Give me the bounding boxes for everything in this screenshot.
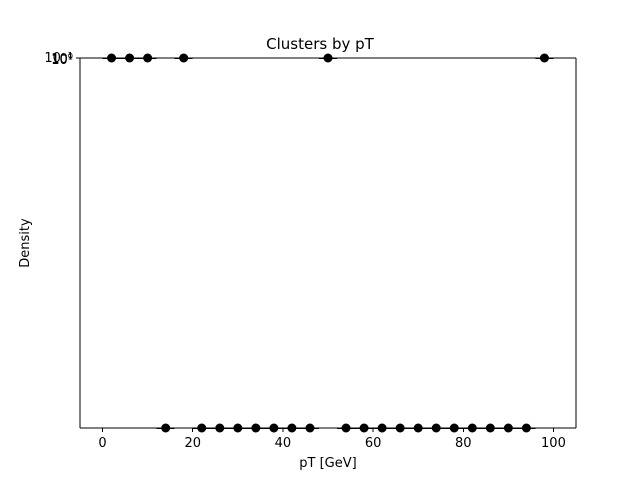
- x-tick-label: 0: [98, 436, 106, 451]
- y-axis-label: Density: [18, 218, 33, 268]
- x-tick-label: 20: [184, 436, 201, 451]
- x-tick-label: 60: [365, 436, 382, 451]
- x-tick-label: 80: [455, 436, 472, 451]
- y-tick-label: 10¹: [51, 53, 73, 68]
- y-tick-label: 10⁰: [51, 52, 73, 67]
- chart-title: Clusters by pT: [266, 35, 375, 53]
- plot-area: [80, 58, 576, 428]
- x-tick-label: 100: [541, 436, 566, 451]
- x-axis-ticks: 0 20 40 60 80 100: [98, 428, 566, 451]
- x-tick-label: 40: [275, 436, 292, 451]
- y-tick-label: 10⁻¹: [44, 51, 73, 66]
- x-axis-label: pT [GeV]: [299, 456, 356, 471]
